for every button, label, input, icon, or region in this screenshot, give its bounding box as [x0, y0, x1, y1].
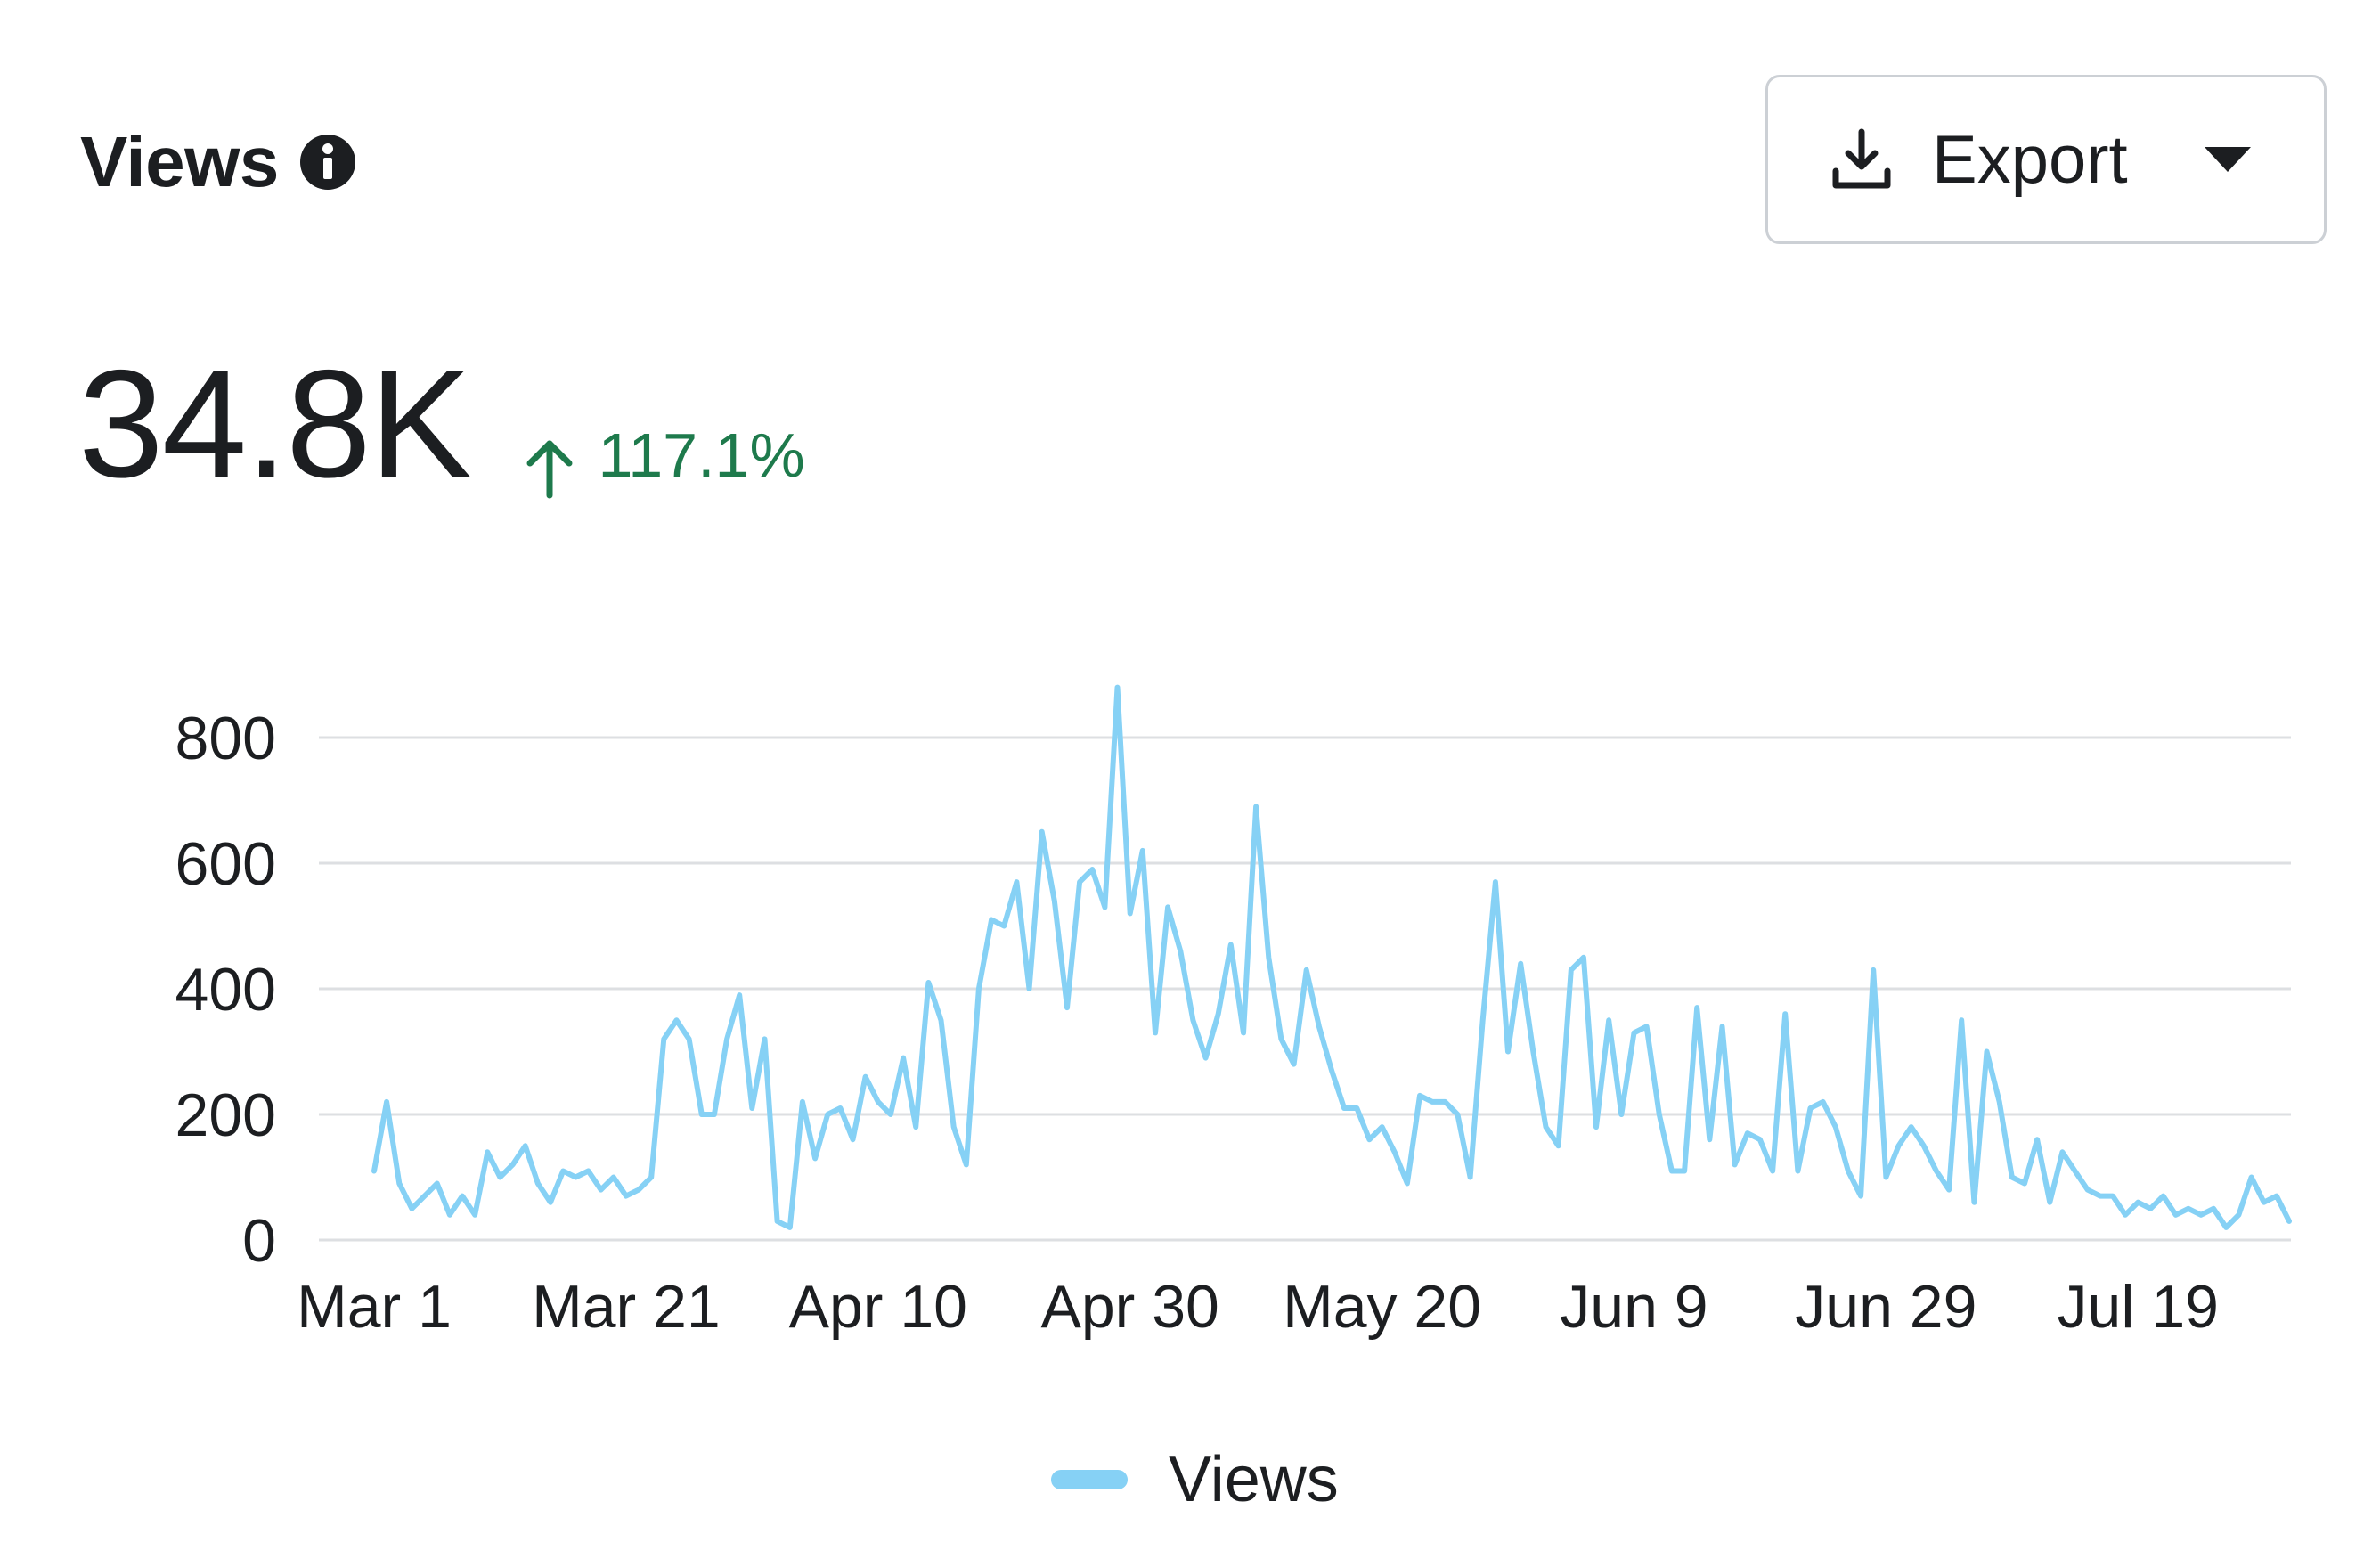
legend: Views — [1051, 1443, 1339, 1516]
delta-value: 117.1% — [598, 420, 805, 490]
chart-title: Views — [80, 122, 279, 201]
caret-down-icon — [2203, 145, 2253, 174]
legend-swatch — [1051, 1470, 1128, 1489]
delta-badge: 117.1% — [523, 420, 805, 499]
x-tick-label: Mar 21 — [532, 1273, 721, 1341]
legend-label: Views — [1169, 1444, 1339, 1515]
series-line-views[interactable] — [371, 684, 2292, 1230]
line-chart: 0 200 400 600 800 Mar 1 Mar 21 Apr 10 Apr 30 May … — [175, 684, 2292, 1341]
export-button[interactable]: Export — [1765, 75, 2327, 244]
y-tick-label: 600 — [175, 830, 276, 898]
x-tick-label: May 20 — [1283, 1273, 1481, 1341]
x-tick-label: Mar 1 — [297, 1273, 452, 1341]
x-tick-label: Apr 30 — [1041, 1273, 1219, 1341]
export-label: Export — [1932, 121, 2128, 198]
y-tick-label: 400 — [175, 956, 276, 1024]
x-tick-label: Jun 29 — [1795, 1273, 1977, 1341]
y-tick-label: 200 — [175, 1081, 276, 1149]
total-views-value: 34.8K — [78, 339, 471, 510]
y-tick-label: 0 — [242, 1207, 276, 1275]
arrow-up-icon — [523, 436, 576, 499]
info-icon[interactable] — [298, 133, 357, 192]
x-tick-label: Jul 19 — [2058, 1273, 2219, 1341]
chart-header: Views — [80, 118, 357, 207]
x-tick-label: Jun 9 — [1560, 1273, 1708, 1341]
x-tick-label: Apr 10 — [789, 1273, 967, 1341]
download-icon — [1829, 126, 1895, 192]
y-tick-label: 800 — [175, 705, 276, 772]
summary: 34.8K 117.1% — [78, 347, 805, 501]
